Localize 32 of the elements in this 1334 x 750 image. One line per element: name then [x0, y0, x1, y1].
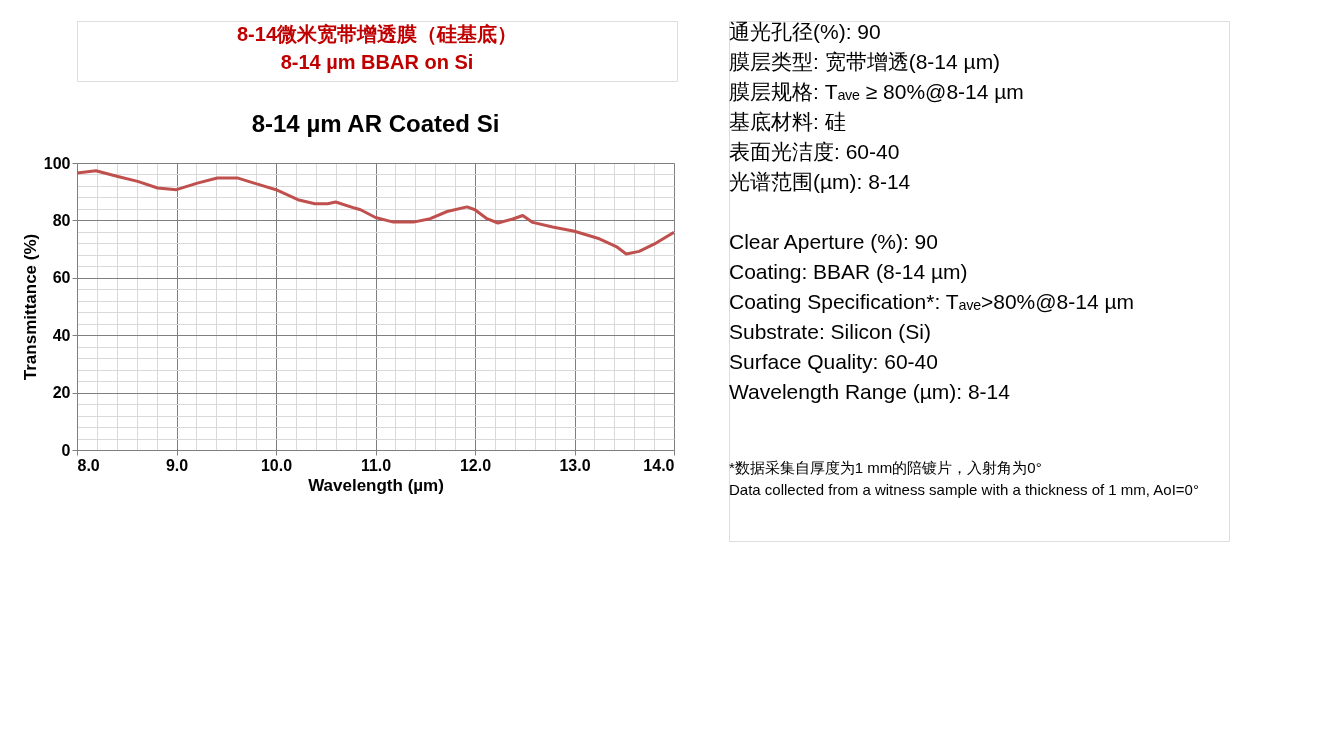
- text: 基底材料: 硅: [729, 110, 846, 133]
- y-tick-label: 100: [43, 154, 71, 172]
- text: Coating: BBAR (8-14 µm): [729, 260, 968, 283]
- text: 8-14微米宽带增透膜（硅基底）: [236, 23, 518, 45]
- y-tick-label: 80: [52, 211, 71, 229]
- text: Data collected from a witness sample with a thickness of 1 mm, AoI=0°: [729, 481, 1199, 498]
- x-tick-label: 10.0: [260, 456, 293, 474]
- x-tick-label: 12.0: [459, 456, 492, 474]
- chart-title: 8-14 µm AR Coated Si: [251, 110, 500, 137]
- y-tick-label: 40: [52, 326, 71, 344]
- text: 表面光洁度: 60-40: [729, 140, 900, 163]
- y-axis-title: Transmittance (%): [20, 233, 40, 381]
- x-axis-title: Wavelength (µm): [308, 475, 444, 495]
- y-tick-label: 20: [52, 384, 71, 402]
- text: 通光孔径(%): 90: [729, 20, 881, 43]
- x-tick-label: 8.0: [77, 456, 100, 474]
- y-tick-label: 60: [52, 269, 71, 287]
- text: *数据采集自厚度为1 mm的陪镀片，入射角为0°: [729, 459, 1042, 476]
- text: 8-14 µm BBAR on Si: [280, 51, 474, 73]
- text: Clear Aperture (%): 90: [729, 230, 938, 253]
- x-tick-label: 9.0: [165, 456, 189, 474]
- x-tick-label: 13.0: [559, 456, 591, 474]
- text: 膜层类型: 宽带增透(8-14 µm): [729, 50, 1001, 73]
- text: 光谱范围(µm): 8-14: [729, 170, 911, 193]
- text: Wavelength Range (µm): 8-14: [729, 380, 1011, 403]
- x-tick-label: 14.0: [643, 456, 675, 474]
- text: Substrate: Silicon (Si): [729, 320, 931, 343]
- text: 膜层规格: Tₐᵥₑ ≥ 80%@8-14 µm: [729, 80, 1024, 103]
- x-tick-label: 11.0: [360, 456, 392, 474]
- text: Surface Quality: 60-40: [729, 350, 938, 373]
- text: Coating Specification*: Tₐᵥₑ>80%@8-14 µm: [729, 290, 1135, 313]
- y-tick-label: 0: [61, 441, 71, 459]
